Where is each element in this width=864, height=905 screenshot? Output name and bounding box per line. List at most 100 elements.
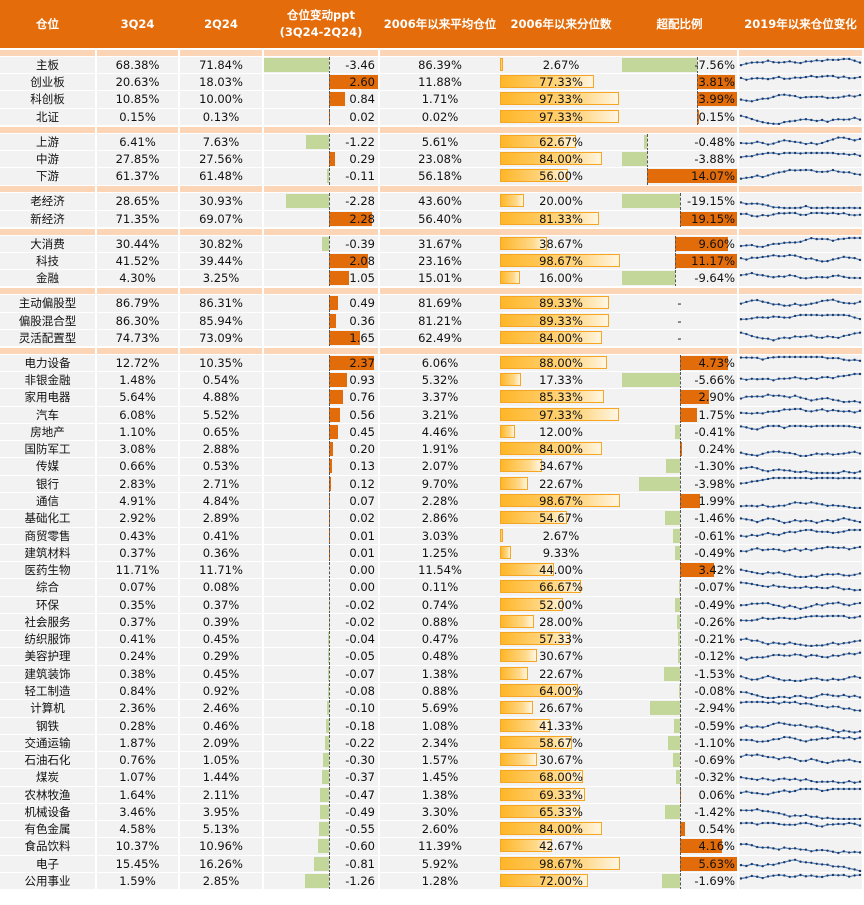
percentile-bar xyxy=(500,563,554,577)
q2-cell: 2.88% xyxy=(180,441,262,458)
percentile-value: 98.67% xyxy=(539,856,583,871)
change-cell: -0.02 xyxy=(264,596,378,613)
overweight-bar xyxy=(662,873,680,888)
q2-cell: 11.71% xyxy=(180,562,262,579)
overweight-bar xyxy=(679,856,737,871)
table-row: 农林牧渔 1.64% 2.11% -0.47 1.38% 69.33% 0.06% xyxy=(0,786,864,804)
q2-value: 0.29% xyxy=(202,649,240,664)
q3-cell: 1.64% xyxy=(97,786,178,803)
avg-value: 23.08% xyxy=(418,151,462,166)
q2-cell: 0.08% xyxy=(180,579,262,596)
overweight-cell: 19.15% xyxy=(622,210,737,227)
percentile-bar xyxy=(500,476,528,490)
zero-axis xyxy=(675,252,677,270)
sparkline-cell xyxy=(739,872,862,890)
header-change: 仓位变动ppt (3Q24-2Q24) xyxy=(279,8,363,39)
q3-cell: 0.43% xyxy=(97,527,178,544)
overweight-value: 1.75% xyxy=(698,407,735,422)
q3-value: 0.28% xyxy=(119,718,156,733)
q2-cell: 4.84% xyxy=(180,493,262,510)
q3-value: 10.37% xyxy=(115,839,160,854)
overweight-cell: -3.98% xyxy=(622,475,737,493)
q2-value: 61.48% xyxy=(199,169,243,184)
percentile-value: 12.00% xyxy=(539,424,583,439)
avg-cell: 5.61% xyxy=(380,133,500,150)
sparkline xyxy=(739,407,862,415)
change-cell: 0.76 xyxy=(264,389,378,406)
sparkline xyxy=(739,528,862,538)
avg-cell: 1.38% xyxy=(380,665,500,682)
sparkline-cell xyxy=(739,56,862,74)
overweight-value: -0.07% xyxy=(694,580,735,595)
group-separator xyxy=(0,49,864,57)
q2-cell: 30.82% xyxy=(180,235,262,252)
q3-cell: 12.72% xyxy=(97,354,178,372)
change-cell: -0.10 xyxy=(264,700,378,717)
change-cell: -0.04 xyxy=(264,631,378,648)
table-row: 计算机 2.36% 2.46% -0.10 5.69% 26.67% -2.94% xyxy=(0,700,864,717)
overweight-bar xyxy=(622,373,680,388)
percentile-cell: 84.00% xyxy=(500,441,622,458)
name-value: 通信 xyxy=(36,494,59,508)
name-value: 国防军工 xyxy=(24,442,71,457)
table-row: 科创板 10.85% 10.00% 0.84 1.71% 97.33% 3.99% xyxy=(0,91,864,108)
avg-cell: 11.54% xyxy=(380,562,500,579)
percentile-value: 2.67% xyxy=(542,528,580,543)
name-cell: 下游 xyxy=(0,168,95,185)
table-row: 钢铁 0.28% 0.46% -0.18 1.08% 41.33% -0.59% xyxy=(0,717,864,735)
table-row: 家用电器 5.64% 4.88% 0.76 3.37% 85.33% 2.90% xyxy=(0,389,864,406)
percentile-bar xyxy=(500,701,533,715)
change-value: -0.08 xyxy=(345,683,375,698)
name-cell: 机械设备 xyxy=(0,803,95,821)
change-bar xyxy=(329,442,333,457)
avg-value: 0.48% xyxy=(421,649,459,664)
percentile-value: 22.67% xyxy=(539,476,583,491)
overweight-bar xyxy=(675,253,737,268)
zero-axis xyxy=(697,91,699,108)
name-cell: 科技 xyxy=(0,252,95,270)
q2-value: 39.44% xyxy=(199,253,243,268)
zero-axis xyxy=(329,648,331,665)
zero-axis xyxy=(329,210,331,227)
table-row: 电力设备 12.72% 10.35% 2.37 6.06% 88.00% 4.73% xyxy=(0,354,864,372)
zero-axis xyxy=(679,493,681,510)
zero-axis xyxy=(329,270,331,287)
table-row: 通信 4.91% 4.84% 0.07 2.28% 98.67% 1.99% xyxy=(0,493,864,510)
zero-axis xyxy=(329,406,331,423)
sparkline xyxy=(739,701,862,713)
change-cell: -0.47 xyxy=(264,786,378,803)
name-cell: 煤炭 xyxy=(0,769,95,786)
q2-cell: 3.25% xyxy=(180,270,262,287)
sparkline-cell xyxy=(739,544,862,562)
avg-cell: 2.07% xyxy=(380,458,500,475)
sparkline-cell xyxy=(739,613,862,631)
percentile-bar xyxy=(500,424,515,438)
percentile-value: 69.33% xyxy=(539,787,583,802)
name-cell: 科创板 xyxy=(0,91,95,108)
overweight-cell: -0.21% xyxy=(622,631,737,648)
name-cell: 农林牧渔 xyxy=(0,786,95,803)
q2-value: 0.53% xyxy=(202,459,240,474)
change-bar xyxy=(317,839,330,854)
change-cell: 0.36 xyxy=(264,312,378,329)
q2-cell: 0.92% xyxy=(180,682,262,700)
percentile-cell: 65.33% xyxy=(500,803,622,821)
change-cell: -0.02 xyxy=(264,613,378,631)
avg-value: 3.37% xyxy=(421,390,459,405)
zero-axis xyxy=(679,193,681,210)
table-row: 社会服务 0.37% 0.39% -0.02 0.88% 28.00% -0.26% xyxy=(0,613,864,631)
overweight-value: 0.06% xyxy=(698,787,735,802)
q2-value: 18.03% xyxy=(199,75,243,90)
sparkline-cell xyxy=(739,423,862,441)
avg-cell: 23.08% xyxy=(380,150,500,168)
change-bar xyxy=(329,75,378,90)
change-cell: 0.84 xyxy=(264,91,378,108)
overweight-cell: -0.08% xyxy=(622,682,737,700)
avg-value: 2.28% xyxy=(421,494,459,508)
sparkline-cell xyxy=(739,458,862,475)
change-value: 0.45 xyxy=(349,424,375,439)
percentile-cell: 89.33% xyxy=(500,295,622,312)
change-cell: -0.60 xyxy=(264,838,378,855)
q2-value: 0.92% xyxy=(202,683,240,698)
change-value: 0.02 xyxy=(349,109,375,124)
